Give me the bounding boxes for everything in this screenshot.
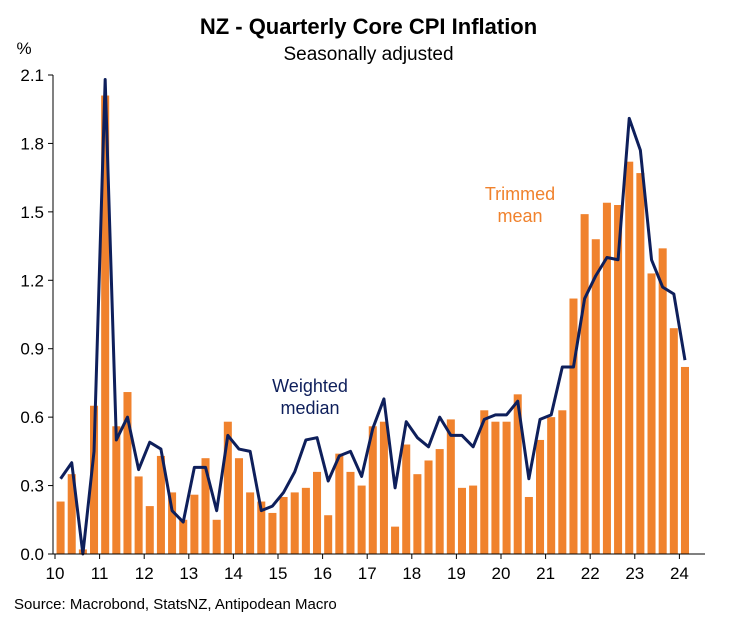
trimmed-mean-bar — [301, 487, 310, 554]
x-tick-label: 17 — [358, 564, 377, 583]
trimmed-mean-bar — [123, 392, 132, 554]
y-tick-label: 0.9 — [20, 340, 44, 359]
x-tick-label: 13 — [179, 564, 198, 583]
trimmed-mean-bar — [290, 492, 299, 554]
annotation-line: Weighted — [272, 376, 348, 396]
trimmed-mean-annotation: Trimmed mean — [485, 184, 555, 226]
trimmed-mean-bar — [246, 492, 255, 554]
trimmed-mean-bar — [580, 214, 589, 554]
trimmed-mean-bar — [313, 471, 322, 554]
trimmed-mean-bar — [413, 474, 422, 554]
trimmed-mean-bar — [491, 421, 500, 554]
trimmed-mean-bar — [658, 248, 667, 554]
trimmed-mean-bar — [547, 417, 556, 554]
annotation-line: mean — [497, 206, 542, 226]
y-tick-label: 0.3 — [20, 477, 44, 496]
trimmed-mean-bar — [335, 453, 344, 554]
trimmed-mean-bar — [636, 173, 645, 554]
y-tick-label: 2.1 — [20, 66, 44, 85]
trimmed-mean-bar — [357, 485, 366, 554]
y-tick-label: 1.5 — [20, 203, 44, 222]
trimmed-mean-bar — [614, 205, 623, 554]
x-tick-label: 21 — [536, 564, 555, 583]
weighted-median-line — [59, 78, 687, 556]
x-tick-label: 12 — [135, 564, 154, 583]
trimmed-mean-bar — [435, 449, 444, 554]
trimmed-mean-bar — [591, 239, 600, 555]
trimmed-mean-bar — [647, 273, 656, 554]
trimmed-mean-bar — [223, 421, 232, 554]
trimmed-mean-bar — [90, 405, 99, 554]
trimmed-mean-bar — [391, 526, 400, 554]
trimmed-mean-bar — [625, 161, 634, 554]
trimmed-mean-bar — [67, 474, 76, 554]
x-tick-label: 18 — [402, 564, 421, 583]
chart-title: NZ - Quarterly Core CPI Inflation — [199, 14, 538, 39]
trimmed-mean-bars — [56, 95, 689, 555]
trimmed-mean-bar — [480, 410, 489, 554]
trimmed-mean-bar — [469, 485, 478, 554]
y-tick-label: 0.0 — [20, 545, 44, 564]
trimmed-mean-bar — [558, 410, 567, 554]
trimmed-mean-bar — [112, 426, 121, 554]
trimmed-mean-bar — [279, 496, 288, 554]
y-axis-label: % — [16, 39, 31, 58]
x-tick-label: 14 — [224, 564, 243, 583]
trimmed-mean-bar — [212, 519, 221, 554]
axes — [48, 74, 705, 559]
x-tick-label: 10 — [46, 564, 65, 583]
x-tick-label: 23 — [625, 564, 644, 583]
trimmed-mean-bar — [457, 487, 466, 554]
trimmed-mean-bar — [368, 426, 377, 554]
trimmed-mean-bar — [56, 501, 65, 554]
trimmed-mean-bar — [502, 421, 511, 554]
trimmed-mean-bar — [190, 494, 199, 554]
trimmed-mean-bar — [536, 439, 545, 554]
trimmed-mean-bar — [680, 366, 689, 554]
x-tick-label: 24 — [670, 564, 689, 583]
trimmed-mean-bar — [524, 496, 533, 554]
trimmed-mean-bar — [156, 455, 165, 554]
source-note: Source: Macrobond, StatsNZ, Antipodean M… — [14, 596, 337, 613]
axis-labels: 0.0 0.3 0.6 0.9 1.2 1.5 1.8 2.1% 10 11 12 13 14 15 16 1… — [16, 39, 688, 583]
trimmed-mean-bar — [134, 476, 143, 554]
y-tick-label: 1.8 — [20, 134, 44, 153]
chart-subtitle: Seasonally adjusted — [283, 44, 454, 65]
x-tick-label: 19 — [447, 564, 466, 583]
trimmed-mean-bar — [257, 501, 266, 554]
trimmed-mean-bar — [234, 458, 243, 554]
x-tick-label: 20 — [492, 564, 511, 583]
trimmed-mean-bar — [402, 444, 411, 554]
x-tick-label: 15 — [269, 564, 288, 583]
trimmed-mean-bar — [179, 519, 188, 554]
y-tick-label: 0.6 — [20, 408, 44, 427]
x-tick-label: 22 — [581, 564, 600, 583]
trimmed-mean-bar — [424, 460, 433, 554]
x-tick-label: 16 — [313, 564, 332, 583]
trimmed-mean-bar — [379, 421, 388, 554]
trimmed-mean-bar — [168, 492, 177, 554]
trimmed-mean-bar — [602, 202, 611, 555]
trimmed-mean-bar — [346, 471, 355, 554]
trimmed-mean-bar — [669, 328, 678, 554]
x-tick-label: 11 — [91, 564, 109, 583]
weighted-median-annotation: Weighted median — [272, 376, 348, 418]
y-tick-label: 1.2 — [20, 271, 44, 290]
trimmed-mean-bar — [513, 394, 522, 554]
trimmed-mean-bar — [446, 419, 455, 554]
trimmed-mean-bar — [201, 458, 210, 554]
trimmed-mean-bar — [569, 298, 578, 554]
annotation-line: Trimmed — [485, 184, 555, 204]
annotation-line: median — [280, 398, 339, 418]
trimmed-mean-bar — [324, 515, 333, 554]
trimmed-mean-bar — [268, 512, 277, 554]
trimmed-mean-bar — [145, 506, 154, 554]
trimmed-mean-bar — [101, 95, 110, 554]
